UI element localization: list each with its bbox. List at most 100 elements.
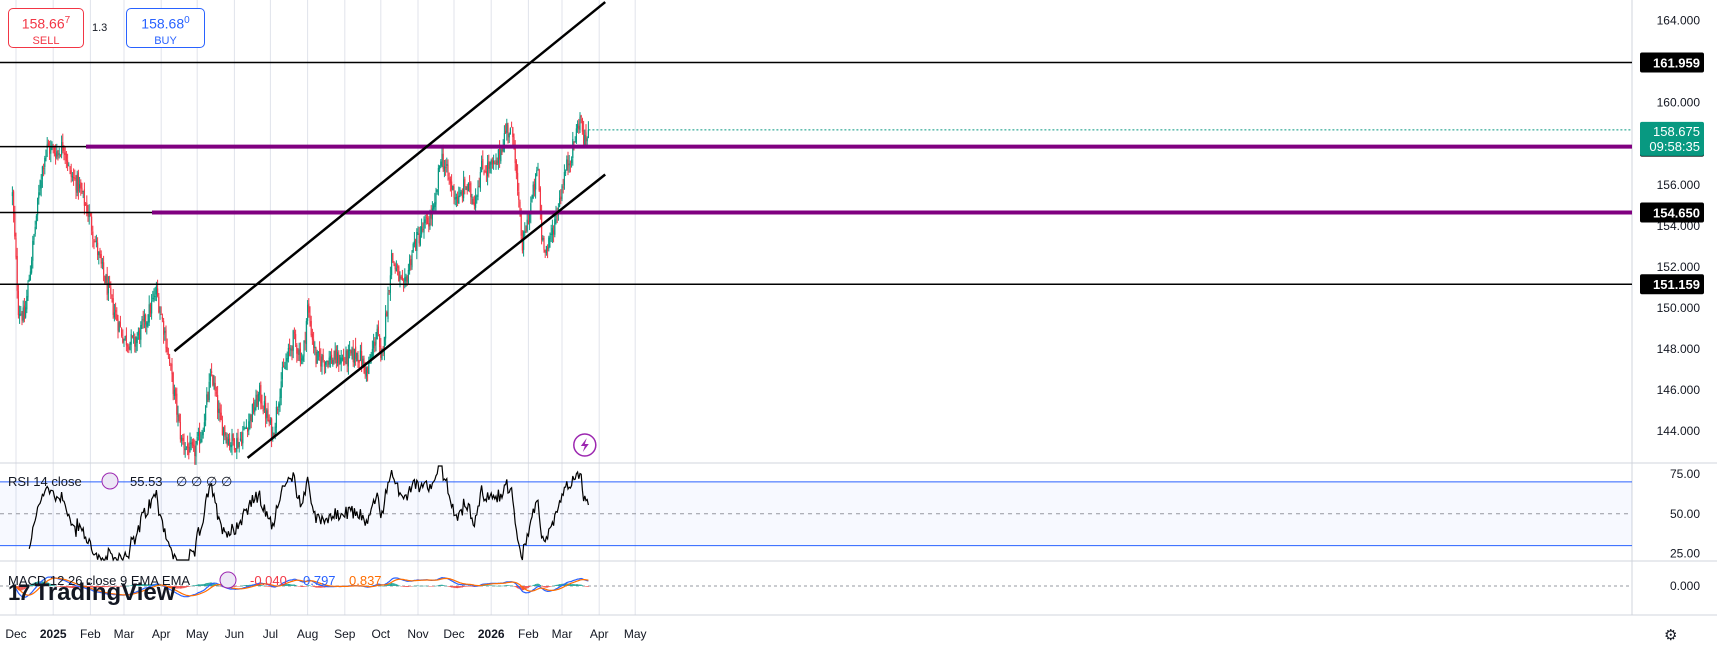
rsi-tick-label: 75.00 xyxy=(1670,467,1700,481)
candle-body xyxy=(508,133,510,138)
candle-body xyxy=(340,357,342,364)
macd-histogram-bar xyxy=(285,584,287,586)
price-tick-label: 148.000 xyxy=(1657,342,1701,356)
macd-histogram-bar xyxy=(133,584,135,586)
candle-body xyxy=(191,442,193,446)
macd-histogram-bar xyxy=(297,586,299,587)
candle-body xyxy=(69,167,71,170)
candle-body xyxy=(45,149,47,159)
candle-body xyxy=(410,259,412,266)
macd-histogram-bar xyxy=(207,582,209,586)
macd-histogram-bar xyxy=(147,584,149,586)
candle-body xyxy=(71,176,73,178)
sell-button[interactable]: 158.667 SELL xyxy=(8,8,84,48)
macd-histogram-bar xyxy=(446,585,448,587)
candle-body xyxy=(471,196,473,198)
candle-body xyxy=(23,305,25,320)
candle-body xyxy=(371,349,373,357)
macd-histogram-bar xyxy=(580,584,582,586)
candle-body xyxy=(413,241,415,245)
candle-body xyxy=(446,164,448,166)
macd-histogram-bar xyxy=(405,586,407,587)
macd-histogram-bar xyxy=(422,585,424,587)
macd-histogram-bar xyxy=(503,585,505,586)
candle-body xyxy=(209,373,211,381)
candle-body xyxy=(179,421,181,440)
candle-body xyxy=(547,247,549,251)
candle-body xyxy=(269,419,271,424)
macd-histogram-bar xyxy=(21,586,23,591)
candle-body xyxy=(400,276,402,279)
macd-histogram-bar xyxy=(517,586,519,589)
macd-histogram-bar xyxy=(581,585,583,586)
candle-body xyxy=(280,381,282,399)
candle-body xyxy=(261,402,263,408)
price-tick-label: 152.000 xyxy=(1657,260,1701,274)
candle-body xyxy=(101,262,103,264)
candle-body xyxy=(587,129,589,138)
macd-histogram-bar xyxy=(219,586,221,587)
candle-body xyxy=(453,186,455,198)
candle-body xyxy=(373,341,375,349)
candle-body xyxy=(388,290,390,292)
macd-histogram-bar xyxy=(560,584,562,586)
last-price-tag xyxy=(1640,121,1704,156)
tradingview-logo[interactable]: 17 TradingView xyxy=(8,576,175,610)
candle-body xyxy=(200,438,202,443)
candle-body xyxy=(183,442,185,449)
macd-histogram-bar xyxy=(112,586,114,587)
price-tick-label: 156.000 xyxy=(1657,178,1701,192)
macd-histogram-bar xyxy=(421,585,423,587)
macd-histogram-bar xyxy=(471,586,473,587)
macd-histogram-bar xyxy=(35,581,37,586)
macd-histogram-bar xyxy=(496,585,498,587)
macd-histogram-bar xyxy=(449,586,451,588)
candle-body xyxy=(418,233,420,244)
candle-body xyxy=(43,167,45,169)
macd-histogram-bar xyxy=(386,584,388,586)
macd-histogram-bar xyxy=(34,582,36,586)
macd-histogram-bar xyxy=(55,585,57,587)
candle-body xyxy=(253,402,255,413)
macd-histogram-bar xyxy=(505,585,507,586)
macd-histogram-bar xyxy=(489,585,491,586)
gear-icon[interactable]: ⚙ xyxy=(1664,627,1678,644)
candle-body xyxy=(538,169,540,191)
macd-histogram-bar xyxy=(131,584,133,586)
macd-histogram-bar xyxy=(381,585,383,587)
price-level-tag xyxy=(1640,274,1704,295)
macd-histogram-bar xyxy=(532,584,534,586)
candle-body xyxy=(517,172,519,191)
candle-body xyxy=(563,172,565,186)
candle-body xyxy=(16,255,18,291)
macd-histogram-bar xyxy=(587,586,589,587)
macd-histogram-bar xyxy=(308,585,310,586)
macd-histogram-bar xyxy=(319,586,321,588)
source-icon xyxy=(219,571,237,589)
macd-legend-title: MACD 12 26 close 9 EMA EMA xyxy=(8,573,190,588)
candle-body xyxy=(249,414,251,423)
candle-body xyxy=(490,160,492,165)
candle-body xyxy=(548,237,550,249)
candle-body xyxy=(86,202,88,214)
candle-body xyxy=(356,352,358,361)
candle-body xyxy=(237,437,239,448)
buy-button[interactable]: 158.680 BUY xyxy=(126,8,205,48)
candle-body xyxy=(159,311,161,313)
candle-body xyxy=(214,382,216,391)
candle-body xyxy=(255,394,257,408)
candle-body xyxy=(519,201,521,213)
candle-body xyxy=(211,371,213,373)
macd-histogram-bar xyxy=(311,586,313,587)
candle-body xyxy=(550,233,552,235)
macd-histogram-bar xyxy=(142,583,144,586)
candle-body xyxy=(213,381,215,387)
macd-histogram-bar xyxy=(490,585,492,586)
candle-body xyxy=(579,116,581,130)
candle-body xyxy=(226,437,228,446)
macd-histogram-bar xyxy=(574,584,576,586)
macd-histogram-bar xyxy=(117,586,119,587)
candle-body xyxy=(103,262,105,275)
